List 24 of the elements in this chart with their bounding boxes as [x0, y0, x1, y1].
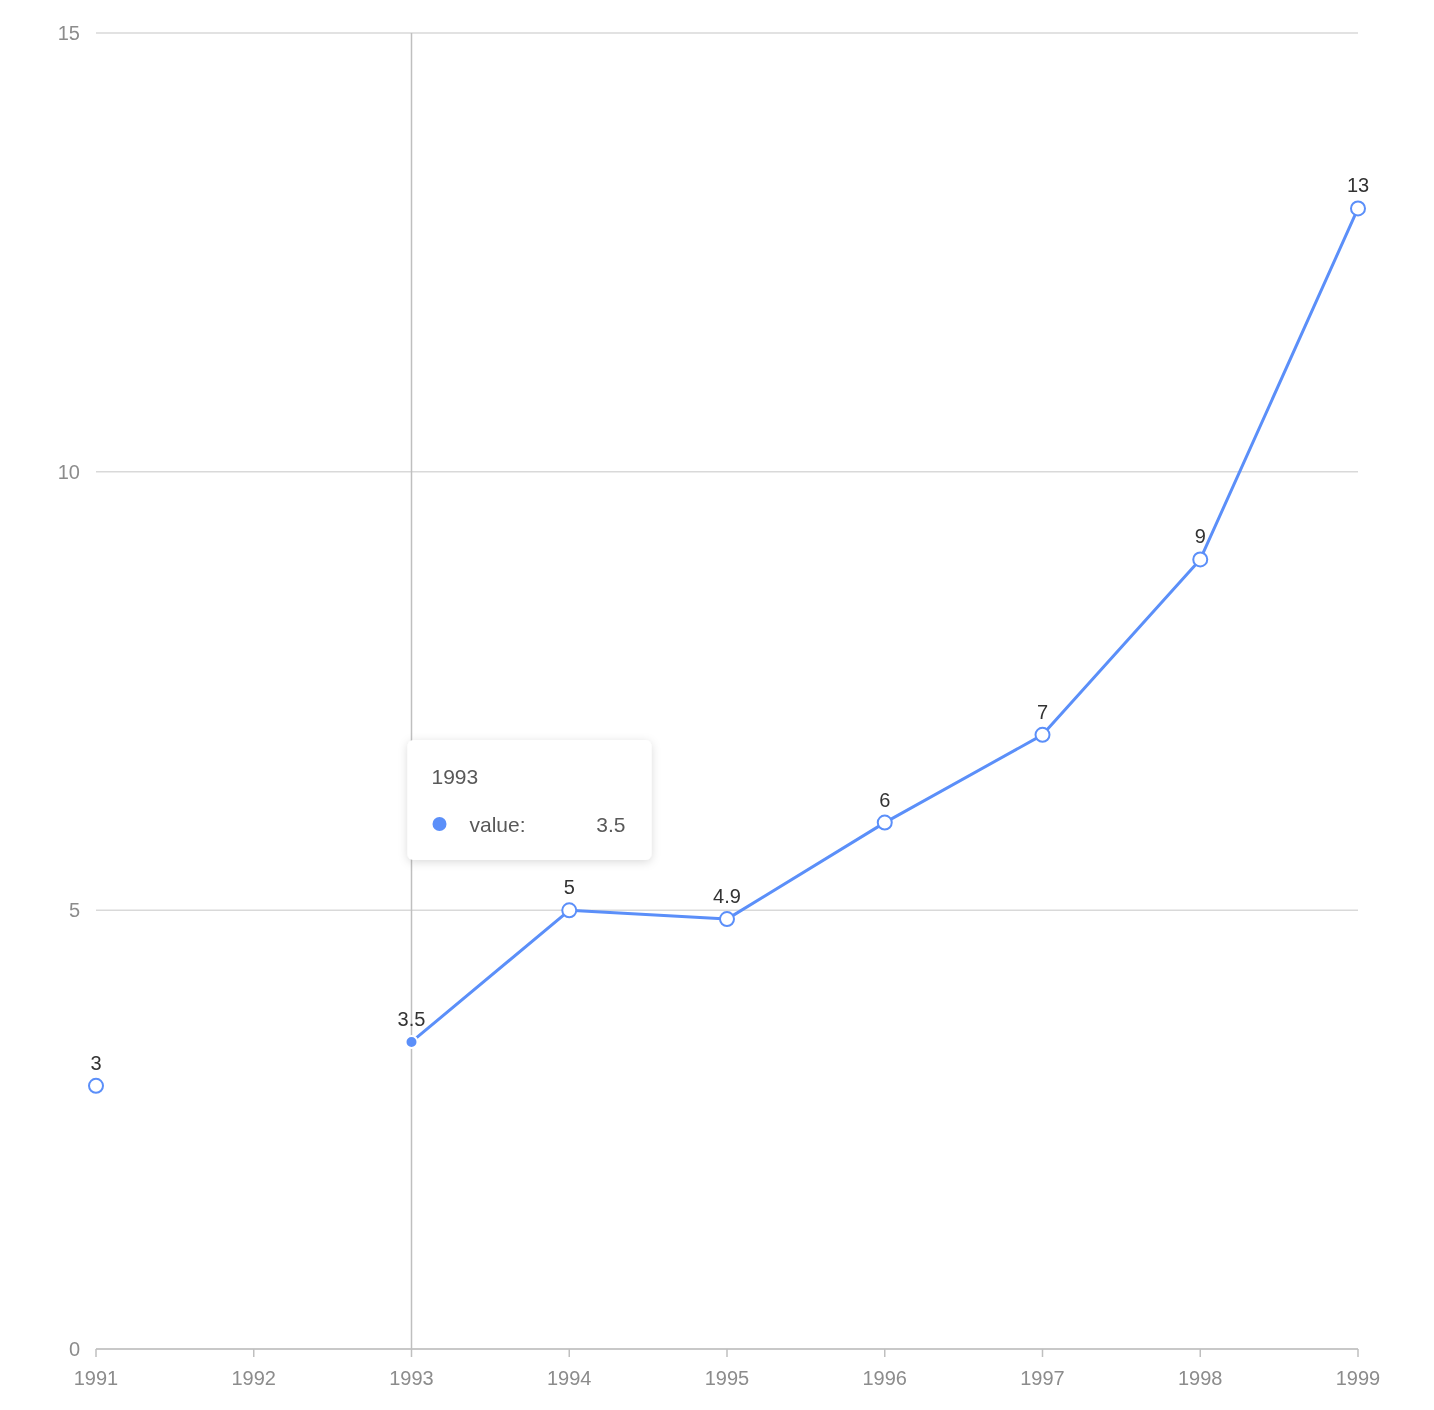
- y-tick-label: 10: [57, 460, 80, 483]
- data-label: 3.5: [397, 1007, 426, 1030]
- data-label: 9: [1194, 525, 1206, 548]
- x-tick-label: 1999: [1335, 1367, 1381, 1389]
- y-tick-label: 15: [57, 22, 80, 44]
- data-label: 3: [90, 1051, 102, 1074]
- data-label: 5: [563, 876, 575, 899]
- x-tick-label: 1993: [389, 1367, 434, 1389]
- x-tick-label: 1995: [704, 1367, 750, 1389]
- x-tick-label: 1992: [231, 1367, 276, 1389]
- x-tick-label: 1998: [1178, 1367, 1223, 1389]
- data-label: 7: [1036, 700, 1049, 723]
- annotation: 1993: [431, 764, 479, 788]
- data-label: 4.9: [713, 885, 741, 908]
- data-label: 13: [1346, 174, 1370, 197]
- annotation: 3.5: [596, 812, 626, 836]
- x-tick-label: 1996: [862, 1367, 907, 1389]
- y-tick-label: 0: [68, 1338, 80, 1360]
- x-tick-label: 1991: [73, 1367, 119, 1389]
- legend-label: value:: [469, 812, 526, 836]
- data-label: 6: [879, 788, 891, 811]
- y-tick-label: 5: [68, 899, 80, 922]
- x-tick-label: 1997: [1020, 1367, 1065, 1389]
- x-tick-label: 1994: [547, 1367, 592, 1389]
